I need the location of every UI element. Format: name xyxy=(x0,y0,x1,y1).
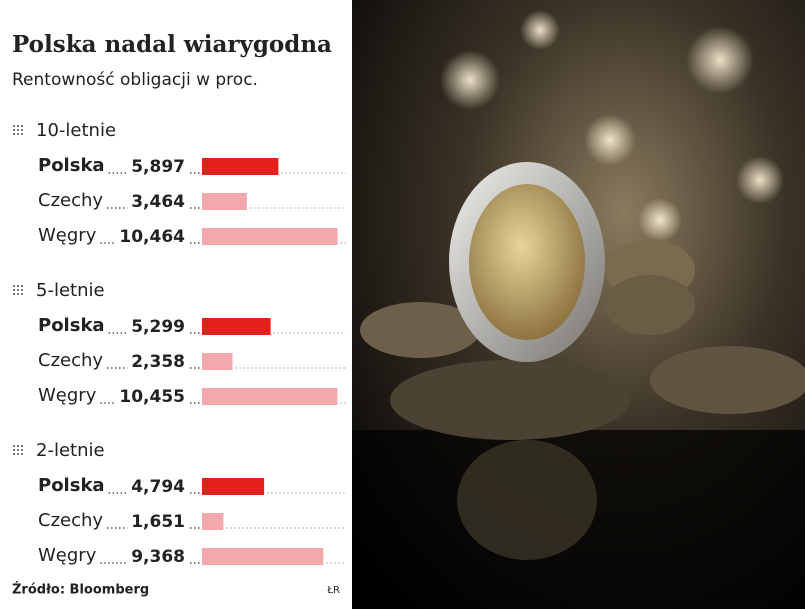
value-label: 1,651 xyxy=(131,512,185,532)
group-icon xyxy=(17,445,19,447)
category-label: Polska xyxy=(38,475,105,496)
credit: ŁR xyxy=(326,585,340,596)
group-icon xyxy=(21,289,23,291)
group-icon xyxy=(21,449,23,451)
bar xyxy=(202,193,247,210)
group-icon xyxy=(13,129,15,131)
category-label: Czechy xyxy=(38,510,103,531)
group-icon xyxy=(17,289,19,291)
bar xyxy=(202,548,324,565)
group-icon xyxy=(13,453,15,455)
group-icon xyxy=(21,129,23,131)
group-heading: 5-letnie xyxy=(36,280,105,301)
group-icon xyxy=(17,449,19,451)
group-icon xyxy=(17,125,19,127)
bar xyxy=(202,513,224,530)
group-icon xyxy=(13,133,15,135)
group-icon xyxy=(21,453,23,455)
value-label: 2,358 xyxy=(131,352,185,372)
category-label: Czechy xyxy=(38,190,103,211)
group-icon xyxy=(21,133,23,135)
bar xyxy=(202,318,271,335)
value-label: 5,299 xyxy=(131,317,185,337)
group-icon xyxy=(21,293,23,295)
value-label: 4,794 xyxy=(131,477,185,497)
source: Źródło: Bloomberg xyxy=(12,582,149,598)
group-icon xyxy=(21,285,23,287)
value-label: 9,368 xyxy=(131,547,185,567)
value-label: 10,455 xyxy=(119,387,185,407)
bar xyxy=(202,353,233,370)
bar xyxy=(202,388,338,405)
group-icon xyxy=(21,125,23,127)
value-label: 5,897 xyxy=(131,157,185,177)
value-label: 10,464 xyxy=(119,227,185,247)
group-icon xyxy=(13,285,15,287)
group-icon xyxy=(17,453,19,455)
category-label: Węgry xyxy=(38,225,97,246)
group-icon xyxy=(17,133,19,135)
group-icon xyxy=(13,289,15,291)
category-label: Czechy xyxy=(38,350,103,371)
bar xyxy=(202,478,265,495)
category-label: Polska xyxy=(38,155,105,176)
category-label: Węgry xyxy=(38,545,97,566)
group-icon xyxy=(17,129,19,131)
group-icon xyxy=(13,293,15,295)
photo xyxy=(352,0,805,609)
category-label: Polska xyxy=(38,315,105,336)
group-icon xyxy=(13,449,15,451)
value-label: 3,464 xyxy=(131,192,185,212)
bar xyxy=(202,158,279,175)
group-icon xyxy=(13,125,15,127)
subtitle: Rentowność obligacji w proc. xyxy=(12,70,258,90)
title: Polska nadal wiarygodna xyxy=(12,31,332,58)
group-icon xyxy=(17,293,19,295)
bar xyxy=(202,228,338,245)
group-icon xyxy=(13,445,15,447)
panel xyxy=(0,0,352,609)
group-heading: 10-letnie xyxy=(36,120,116,141)
group-heading: 2-letnie xyxy=(36,440,105,461)
category-label: Węgry xyxy=(38,385,97,406)
group-icon xyxy=(21,445,23,447)
group-icon xyxy=(17,285,19,287)
